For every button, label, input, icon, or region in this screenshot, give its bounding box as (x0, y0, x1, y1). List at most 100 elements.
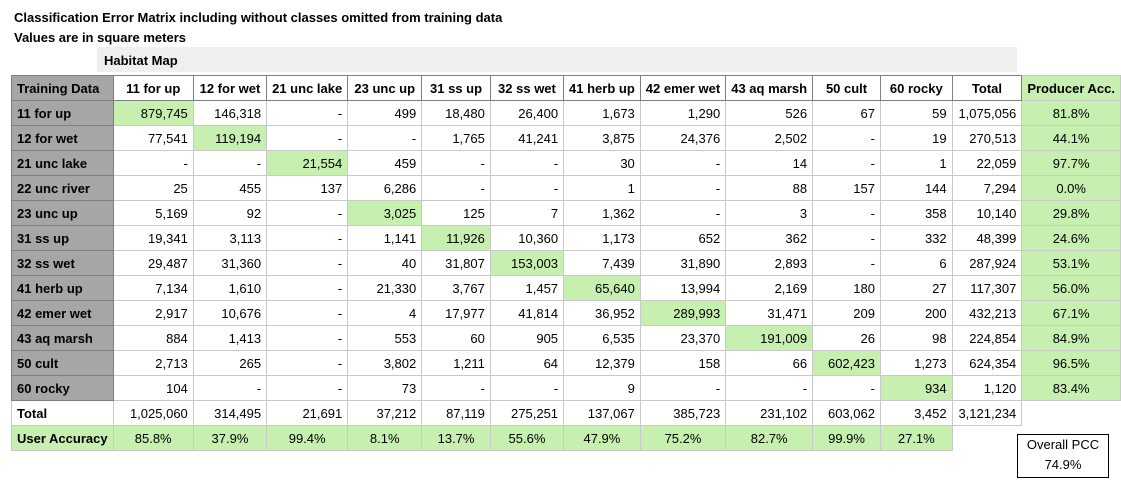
table-row: 43 aq marsh 884 1,413-553 60 905 6,535 23,370 1… (11, 325, 1121, 351)
table-cell: - (266, 250, 349, 276)
table-cell: 67 (812, 100, 881, 126)
table-cell: 4 (347, 300, 423, 326)
table-cell: 48,399 (951, 225, 1023, 251)
table-cell: 77,541 (112, 125, 194, 151)
table-cell: - (639, 375, 727, 401)
table-cell: - (639, 175, 727, 201)
table-cell: - (421, 175, 491, 201)
table-cell: 21,554 (266, 150, 349, 176)
table-cell: 1,290 (639, 100, 727, 126)
user-accuracy-label: User Accuracy (11, 425, 114, 451)
column-header: 32 ss wet (489, 75, 565, 101)
table-cell: - (266, 125, 349, 151)
table-cell: 624,354 (951, 350, 1023, 376)
table-cell: 23,370 (639, 325, 727, 351)
row-header: 21 unc lake (11, 150, 114, 176)
table-cell: 358 (879, 200, 953, 226)
table-cell: 31,890 (639, 250, 727, 276)
table-cell: 41,241 (489, 125, 565, 151)
corner-header: Training Data (11, 75, 114, 101)
row-header: 23 unc up (11, 200, 114, 226)
table-cell: - (812, 375, 881, 401)
table-cell: 125 (421, 200, 491, 226)
total-row-label: Total (11, 400, 114, 426)
table-cell: 21,330 (347, 275, 423, 301)
table-cell: 499 (347, 100, 423, 126)
table-cell: 96.5% (1021, 350, 1121, 376)
column-header: 50 cult (812, 75, 881, 101)
table-cell: 6,535 (563, 325, 641, 351)
table-cell: 66 (725, 350, 814, 376)
column-header: Total (951, 75, 1023, 101)
row-header: 43 aq marsh (11, 325, 114, 351)
table-cell: 31,360 (192, 250, 268, 276)
table-cell: 25 (112, 175, 194, 201)
table-cell: 1 (879, 150, 953, 176)
table-row: 22 unc river 25 455 137 6,286- -1-88 157 144 7,2… (11, 175, 1121, 201)
table-cell: 180 (812, 275, 881, 301)
table-row: 50 cult 2,713 265-3,802 1,211 64 12,379 158 66 6… (11, 350, 1121, 376)
table-cell: 7 (489, 200, 565, 226)
user-accuracy-cell: 75.2% (639, 425, 727, 451)
table-row: 32 ss wet 29,487 31,360-40 31,807 153,003 7,4… (11, 250, 1121, 276)
table-cell: - (489, 150, 565, 176)
table-cell: 553 (347, 325, 423, 351)
table-cell: 41,814 (489, 300, 565, 326)
table-cell: 879,745 (112, 100, 194, 126)
user-accuracy-cell: 99.9% (812, 425, 881, 451)
row-header: 31 ss up (11, 225, 114, 251)
table-cell: 3 (725, 200, 814, 226)
column-header: 23 unc up (347, 75, 423, 101)
table-cell: - (812, 250, 881, 276)
table-cell: 19,341 (112, 225, 194, 251)
table-cell: 6,286 (347, 175, 423, 201)
table-cell: 3,875 (563, 125, 641, 151)
total-cell: 275,251 (489, 400, 565, 426)
column-header: 42 emer wet (639, 75, 727, 101)
table-cell: 40 (347, 250, 423, 276)
column-header: 43 aq marsh (725, 75, 814, 101)
table-row: 21 unc lake - -21,554 459- -30-14-1 22,059 97.… (11, 150, 1121, 176)
table-cell: 1,765 (421, 125, 491, 151)
table-cell: 144 (879, 175, 953, 201)
table-cell: 56.0% (1021, 275, 1121, 301)
table-cell: - (639, 200, 727, 226)
table-cell: 146,318 (192, 100, 268, 126)
table-cell: 1,173 (563, 225, 641, 251)
total-cell: 231,102 (725, 400, 814, 426)
table-row: 60 rocky 104- -73- -9- - -934 1,120 83.4% (11, 375, 1121, 401)
table-cell: 2,713 (112, 350, 194, 376)
table-cell: 3,025 (347, 200, 423, 226)
overall-pcc-box: Overall PCC 74.9% (1017, 434, 1109, 478)
table-cell: - (812, 225, 881, 251)
table-cell: 0.0% (1021, 175, 1121, 201)
error-matrix-table: Training Data 11 for up 12 for wet 21 unc l… (11, 75, 1121, 451)
table-cell: - (347, 125, 423, 151)
user-accuracy-cell: 99.4% (266, 425, 349, 451)
row-header: 12 for wet (11, 125, 114, 151)
total-cell: 21,691 (266, 400, 349, 426)
table-cell: - (725, 375, 814, 401)
table-cell: 5,169 (112, 200, 194, 226)
table-row: 31 ss up 19,341 3,113-1,141 11,926 10,360 1,1… (11, 225, 1121, 251)
table-cell: - (489, 375, 565, 401)
table-cell: 905 (489, 325, 565, 351)
table-cell: 289,993 (639, 300, 727, 326)
user-accuracy-row: User Accuracy 85.8% 37.9% 99.4% 8.1% 13.7% 55.… (11, 425, 1121, 451)
table-cell: 200 (879, 300, 953, 326)
user-accuracy-cell: 13.7% (421, 425, 491, 451)
table-cell: - (266, 225, 349, 251)
table-cell: 332 (879, 225, 953, 251)
column-header: 12 for wet (192, 75, 268, 101)
table-cell: 1,120 (951, 375, 1023, 401)
table-cell: - (112, 150, 194, 176)
table-cell: 22,059 (951, 150, 1023, 176)
table-row: 23 unc up 5,169 92-3,025 125 7 1,362-3-358 10,… (11, 200, 1121, 226)
table-cell: 31,807 (421, 250, 491, 276)
table-cell: 7,439 (563, 250, 641, 276)
table-cell: 30 (563, 150, 641, 176)
table-cell: 98 (879, 325, 953, 351)
table-cell: 104 (112, 375, 194, 401)
table-cell: 7,134 (112, 275, 194, 301)
column-header: 60 rocky (879, 75, 953, 101)
